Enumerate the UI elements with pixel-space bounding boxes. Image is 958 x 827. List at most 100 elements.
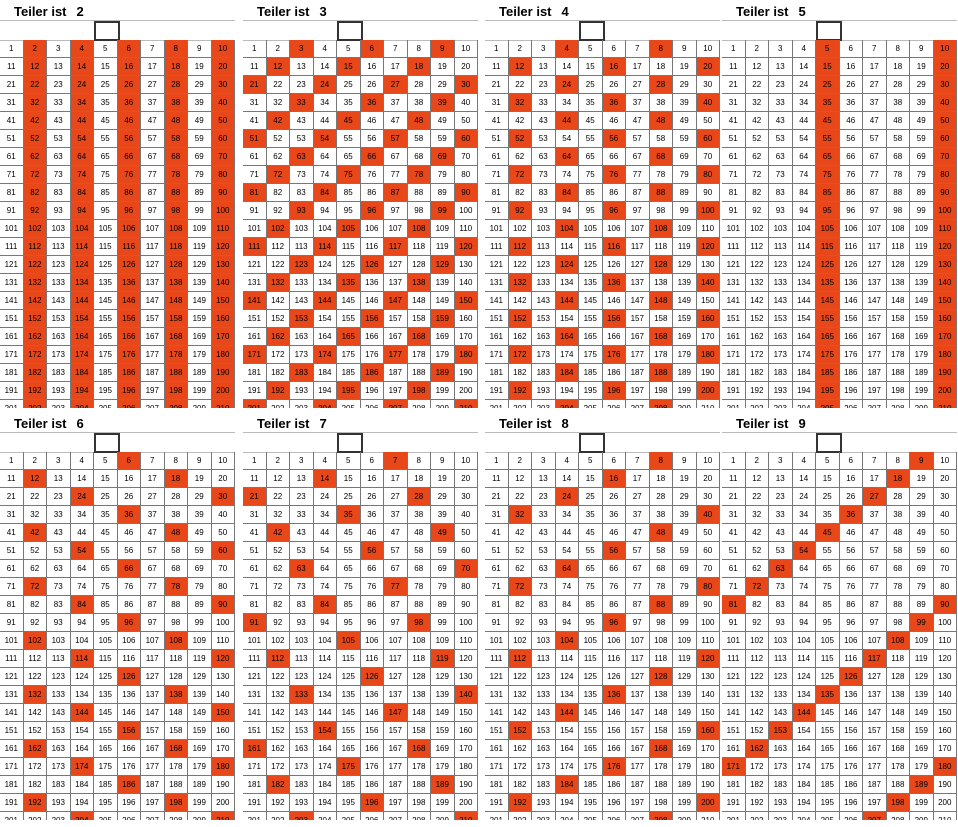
number-cell: 69 [673, 560, 697, 578]
number-cell: 6 [602, 40, 626, 58]
number-cell: 26 [360, 488, 384, 506]
number-cell: 3 [769, 452, 793, 470]
number-cell: 120 [933, 238, 957, 256]
number-cell: 143 [532, 292, 556, 310]
number-cell: 51 [485, 542, 509, 560]
row-line [243, 20, 478, 21]
number-cell: 99 [188, 202, 212, 220]
number-cell: 48 [886, 524, 910, 542]
number-cell: 49 [431, 112, 455, 130]
input-box [337, 433, 363, 453]
number-cell: 107 [384, 632, 408, 650]
number-cell: 183 [769, 776, 793, 794]
number-cell: 16 [360, 58, 384, 76]
number-cell: 78 [407, 166, 431, 184]
number-cell: 11 [485, 470, 509, 488]
number-cell: 118 [164, 650, 188, 668]
row-line [0, 20, 235, 21]
number-cell: 185 [816, 364, 840, 382]
number-cell: 205 [94, 400, 118, 408]
number-cell: 140 [211, 274, 235, 292]
number-cell: 72 [23, 578, 47, 596]
number-cell: 59 [673, 130, 697, 148]
number-cell: 39 [431, 506, 455, 524]
number-cell: 97 [626, 202, 650, 220]
number-cell: 203 [47, 812, 71, 820]
number-cell: 54 [555, 130, 579, 148]
number-cell: 192 [266, 794, 290, 812]
number-cell: 199 [431, 382, 455, 400]
number-cell: 178 [164, 346, 188, 364]
number-cell: 1 [722, 40, 746, 58]
number-cell: 207 [863, 400, 887, 408]
number-cell: 27 [384, 488, 408, 506]
number-cell: 61 [485, 148, 509, 166]
number-cell: 152 [23, 722, 47, 740]
number-cell: 55 [94, 130, 118, 148]
number-cell: 1 [243, 452, 267, 470]
number-cell: 175 [337, 758, 361, 776]
number-cell: 208 [887, 400, 910, 408]
number-cell: 46 [602, 524, 626, 542]
number-cell: 133 [532, 274, 556, 292]
number-cell: 6 [117, 40, 141, 58]
number-cell: 55 [94, 542, 118, 560]
number-cell: 74 [555, 578, 579, 596]
number-cell: 118 [649, 650, 673, 668]
number-cell: 145 [816, 704, 840, 722]
input-box [94, 433, 120, 453]
number-cell: 63 [769, 560, 793, 578]
number-cell: 8 [164, 452, 188, 470]
number-cell: 168 [649, 740, 673, 758]
number-cell: 4 [313, 40, 337, 58]
number-cell: 47 [141, 524, 165, 542]
number-cell: 117 [384, 238, 408, 256]
number-cell: 30 [211, 76, 235, 94]
number-cell: 114 [70, 650, 94, 668]
number-cell: 102 [508, 220, 532, 238]
number-cell: 47 [141, 112, 165, 130]
number-cell: 75 [94, 166, 118, 184]
number-cell: 121 [0, 256, 24, 274]
number-cell: 19 [673, 470, 697, 488]
number-cell: 2 [266, 40, 290, 58]
number-cell: 109 [188, 220, 212, 238]
number-cell: 87 [141, 184, 165, 202]
number-cell: 151 [243, 310, 267, 328]
number-cell: 150 [696, 704, 720, 722]
number-cell: 51 [0, 130, 24, 148]
number-cell: 199 [188, 794, 212, 812]
number-cell: 133 [290, 274, 314, 292]
number-cell: 6 [839, 40, 863, 58]
number-cell: 7 [626, 40, 650, 58]
number-cell: 203 [290, 812, 314, 820]
number-cell: 131 [485, 686, 509, 704]
number-cell: 17 [863, 58, 887, 76]
number-cell: 60 [454, 542, 478, 560]
number-cell: 66 [360, 560, 384, 578]
number-cell: 101 [0, 220, 24, 238]
number-cell: 200 [696, 382, 720, 400]
number-cell: 209 [431, 812, 455, 820]
number-cell: 54 [792, 130, 816, 148]
number-cell: 121 [243, 256, 267, 274]
number-cell: 100 [454, 614, 478, 632]
number-cell: 6 [602, 452, 626, 470]
number-cell: 43 [769, 112, 793, 130]
number-cell: 203 [47, 400, 71, 408]
divisor: 3 [319, 4, 327, 19]
number-cell: 202 [23, 400, 47, 408]
number-cell: 163 [290, 740, 314, 758]
number-cell: 142 [508, 704, 532, 722]
number-cell: 59 [910, 130, 934, 148]
number-cell: 127 [384, 668, 408, 686]
number-cell: 141 [485, 704, 509, 722]
number-cell: 123 [532, 256, 556, 274]
number-cell: 204 [556, 812, 579, 820]
number-cell: 4 [792, 40, 816, 58]
number-cell: 195 [579, 794, 603, 812]
number-cell: 112 [23, 238, 47, 256]
number-cell: 207 [141, 400, 165, 408]
number-cell: 9 [188, 40, 212, 58]
number-cell: 194 [555, 794, 579, 812]
